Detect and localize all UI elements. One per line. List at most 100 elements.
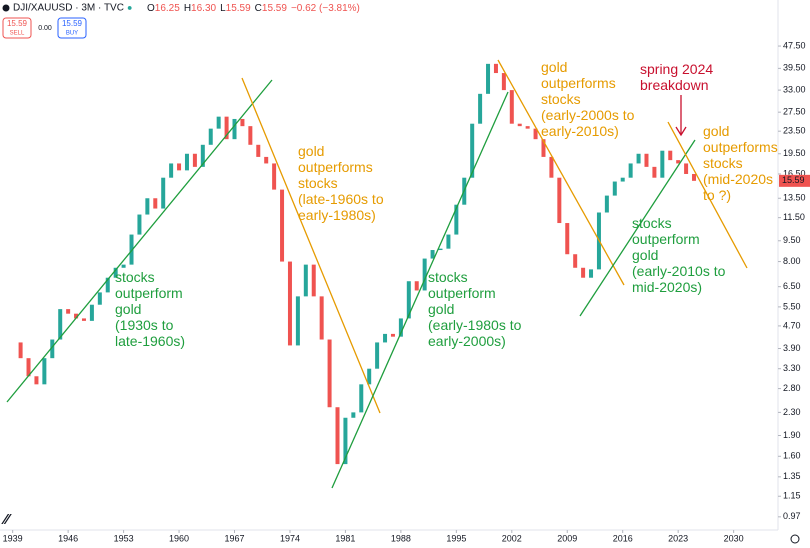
settings-icon[interactable] <box>790 534 800 544</box>
candle <box>375 342 380 369</box>
candle <box>295 296 300 346</box>
candle <box>612 181 617 196</box>
candle <box>367 368 372 385</box>
candle <box>287 261 292 346</box>
candle <box>359 384 364 413</box>
tv-logo[interactable]: ⁄⁄ <box>1 511 13 528</box>
y-tick-label: 9.50 <box>783 235 801 245</box>
y-tick-label: 11.50 <box>783 212 805 222</box>
annotation-line: mid-2020s) <box>632 279 702 295</box>
header: DJI/XAUUSD · 3M · TVC O16.25 H16.30 L15.59… <box>2 2 360 39</box>
y-tick-label: 13.50 <box>783 193 806 203</box>
candle <box>327 339 332 408</box>
candle <box>446 234 451 249</box>
y-tick-label: 6.50 <box>783 281 801 291</box>
candle <box>501 73 506 91</box>
annotation-line: (early-1980s to <box>428 317 522 333</box>
ohlc-item: 15.59 <box>262 3 287 14</box>
annotation: stocks outperform gold (1930s to late-1960s) <box>115 269 185 349</box>
ohlc-item: L <box>220 3 226 14</box>
candle <box>192 153 197 167</box>
y-tick-label: 4.70 <box>783 320 801 330</box>
annotation-line: (early-2000s to <box>541 107 635 123</box>
status-dot: ● <box>127 2 132 12</box>
annotation-line: stocks <box>703 155 743 171</box>
candle <box>208 128 213 145</box>
annotation-line: (late-1960s to <box>298 191 384 207</box>
y-tick-label: 27.50 <box>783 107 806 117</box>
candle <box>692 173 697 181</box>
x-tick-label: 1967 <box>224 533 244 543</box>
annotation-line: outperform <box>632 231 700 247</box>
candle <box>636 153 641 164</box>
x-tick-label: 1995 <box>446 533 466 543</box>
annotation-line: outperforms <box>703 139 778 155</box>
ohlc-item: H <box>184 3 191 14</box>
y-tick-label: 8.00 <box>783 256 801 266</box>
x-tick-label: 2016 <box>613 533 633 543</box>
sell-price: 15.59 <box>7 19 28 28</box>
buy-button[interactable] <box>57 17 87 39</box>
y-tick-label: 2.30 <box>783 407 801 417</box>
candle <box>26 358 31 377</box>
candle <box>486 63 491 94</box>
annotation: stocks outperform gold (early-1980s to early… <box>428 269 522 349</box>
candle <box>184 153 189 171</box>
candle <box>525 126 530 129</box>
candle <box>509 90 514 124</box>
trend-line <box>497 59 625 286</box>
x-tick-label: 1974 <box>280 533 300 543</box>
y-tick-label: 1.90 <box>783 430 801 440</box>
x-tick-label: 1981 <box>335 533 355 543</box>
candle <box>97 292 102 305</box>
candle <box>311 264 316 297</box>
candle <box>454 204 459 235</box>
candle <box>248 126 253 145</box>
last-price-label: 15.59 <box>782 175 805 185</box>
ohlc-item: −0.62 (−3.81%) <box>291 3 360 14</box>
ohlc-item: C <box>255 3 262 14</box>
annotation-line: gold <box>115 301 141 317</box>
annotation-line: outperform <box>115 285 183 301</box>
sell-label: SELL <box>10 31 25 37</box>
y-tick-label: 2.80 <box>783 383 801 393</box>
annotation-line: early-2010s) <box>541 123 619 139</box>
candle <box>620 177 625 182</box>
ohlc-item: O <box>147 3 155 14</box>
y-tick-label: 47.50 <box>783 40 806 50</box>
candle <box>343 417 348 465</box>
candle <box>438 248 443 251</box>
candle <box>684 163 689 174</box>
annotation-line: spring 2024 <box>640 61 713 77</box>
annotation-line: late-1960s) <box>115 333 185 349</box>
candle <box>422 258 427 291</box>
annotation-line: stocks <box>298 175 338 191</box>
y-tick-label: 23.50 <box>783 126 806 136</box>
annotation: gold outperforms stocks (late-1960s to early… <box>298 143 384 223</box>
candle <box>256 144 261 157</box>
candle <box>478 93 483 124</box>
candle <box>557 177 562 224</box>
candle <box>272 163 277 190</box>
y-tick-label: 1.15 <box>783 491 801 501</box>
x-tick-label: 2009 <box>557 533 577 543</box>
candle <box>264 156 269 164</box>
annotation: spring 2024 breakdown <box>640 61 713 93</box>
arrow-head <box>675 126 687 137</box>
candle <box>493 63 498 74</box>
candle <box>42 358 47 385</box>
candle <box>668 150 673 161</box>
trend-line <box>241 77 381 414</box>
y-tick-label: 3.30 <box>783 363 801 373</box>
y-tick-label: 33.00 <box>783 84 806 94</box>
candle <box>383 333 388 343</box>
candle <box>589 269 594 278</box>
annotation-line: (mid-2020s <box>703 171 773 187</box>
candle <box>541 139 546 157</box>
annotation: gold outperforms stocks (mid-2020s to ?) <box>703 123 778 203</box>
sell-button[interactable] <box>2 17 32 39</box>
candle <box>280 189 285 262</box>
trend-lines <box>6 59 748 489</box>
x-tick-label: 2002 <box>502 533 522 543</box>
